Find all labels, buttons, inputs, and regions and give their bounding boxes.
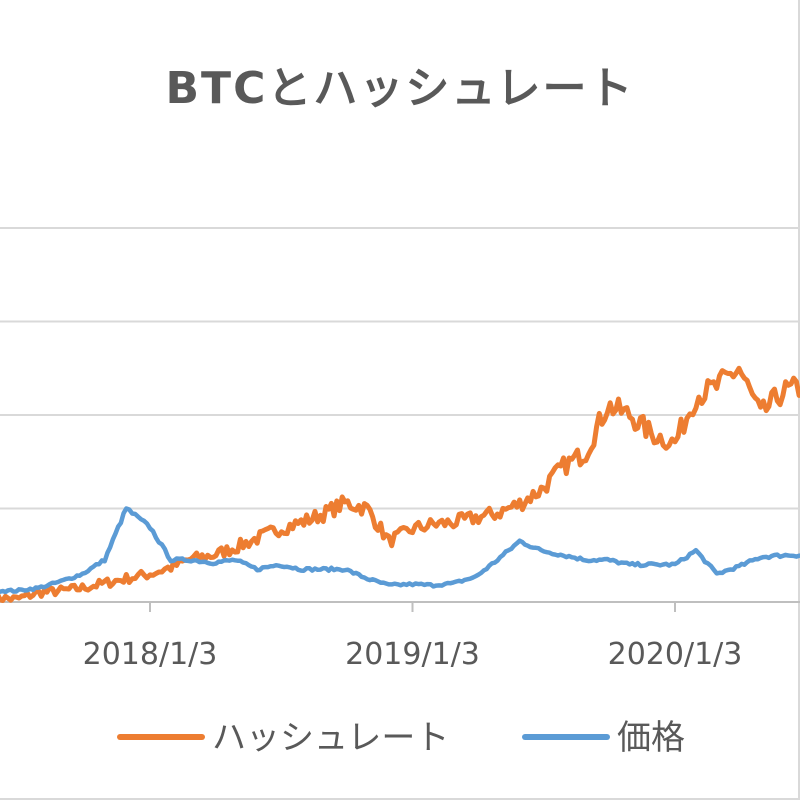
chart-title: BTCとハッシュレート [165, 63, 635, 114]
legend-label-hashrate: ハッシュレート [212, 718, 449, 758]
series-line-price [0, 506, 800, 595]
series-line-hashrate [0, 365, 800, 603]
legend-label-price: 価格 [617, 718, 685, 758]
x-tick-label: 2018/1/3 [83, 637, 218, 672]
x-tick-label: 2020/1/3 [608, 637, 743, 672]
x-tick-label: 2019/1/3 [345, 637, 480, 672]
